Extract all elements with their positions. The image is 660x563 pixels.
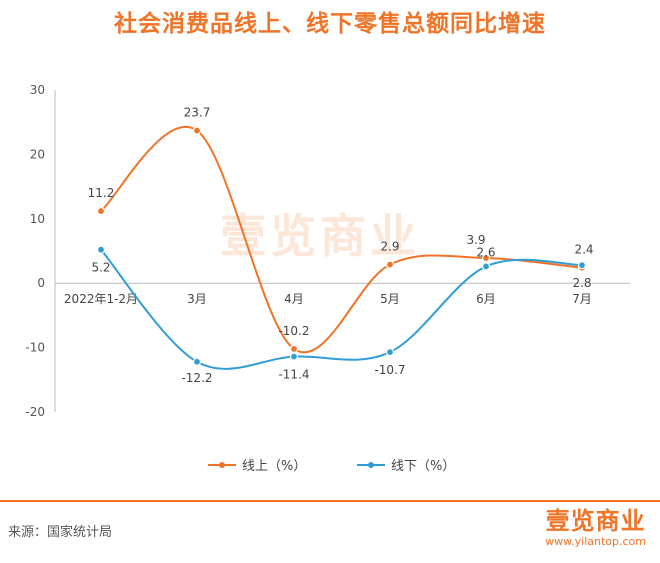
y-tick-label: 30 xyxy=(30,83,45,97)
data-label: 2.6 xyxy=(476,245,495,259)
legend-item-offline: 线下（%） xyxy=(357,455,455,474)
data-label: 2.4 xyxy=(574,243,593,257)
data-point xyxy=(96,206,106,216)
footer-divider xyxy=(0,500,660,502)
x-tick-label: 3月 xyxy=(187,292,207,306)
legend-online-label: 线上（%） xyxy=(242,459,307,474)
data-point xyxy=(192,126,202,135)
y-tick-label: -20 xyxy=(25,405,45,419)
x-tick-label: 7月 xyxy=(572,292,592,306)
data-point xyxy=(577,261,587,270)
data-point xyxy=(481,253,491,263)
legend-offline-label: 线下（%） xyxy=(391,459,456,474)
x-tick-label: 5月 xyxy=(380,292,400,306)
brand-logo-text: 壹览商业 xyxy=(545,507,646,535)
y-tick-label: 10 xyxy=(30,212,45,226)
series-line-offline xyxy=(100,249,583,370)
legend-offline-marker xyxy=(357,461,385,468)
data-point xyxy=(289,344,299,353)
x-tick-label: 4月 xyxy=(284,292,304,306)
data-label: 2.9 xyxy=(380,240,399,254)
y-tick-label: 20 xyxy=(30,147,45,161)
series-line-online xyxy=(100,126,583,354)
source-note: 来源：国家统计局 xyxy=(8,525,113,540)
data-label: 11.2 xyxy=(88,186,115,200)
data-point xyxy=(192,357,202,366)
data-label: 2.8 xyxy=(572,276,591,290)
x-tick-label: 2022年1-2月 xyxy=(64,292,138,306)
legend-item-online: 线上（%） xyxy=(208,455,306,474)
data-point xyxy=(481,262,491,271)
data-point xyxy=(96,245,106,254)
x-tick-label: 6月 xyxy=(476,292,496,306)
data-label: -11.4 xyxy=(278,368,309,382)
data-label: 3.9 xyxy=(466,233,485,247)
data-point xyxy=(289,352,299,361)
legend-online-marker xyxy=(208,461,236,468)
brand-url: www.yilantop.com xyxy=(545,535,646,548)
data-label: -12.2 xyxy=(181,371,212,385)
y-tick-label: 0 xyxy=(37,276,45,290)
data-label: -10.2 xyxy=(278,324,309,338)
data-point xyxy=(385,348,395,357)
data-point xyxy=(385,260,395,269)
data-label: -10.7 xyxy=(374,363,405,377)
chart-title: 社会消费品线上、线下零售总额同比增速 xyxy=(114,11,546,37)
y-tick-label: -10 xyxy=(25,341,45,355)
data-label: 23.7 xyxy=(184,106,211,120)
watermark: 壹览商业 xyxy=(220,209,420,263)
data-label: 5.2 xyxy=(91,261,110,275)
line-chart: 30 20 10 0 -10 -20 2022年1-2月 3月 4月 5月 6月 7月 11.2 23.7… xyxy=(25,83,630,419)
brand-logo: 壹览商业 www.yilantop.com xyxy=(545,507,646,548)
